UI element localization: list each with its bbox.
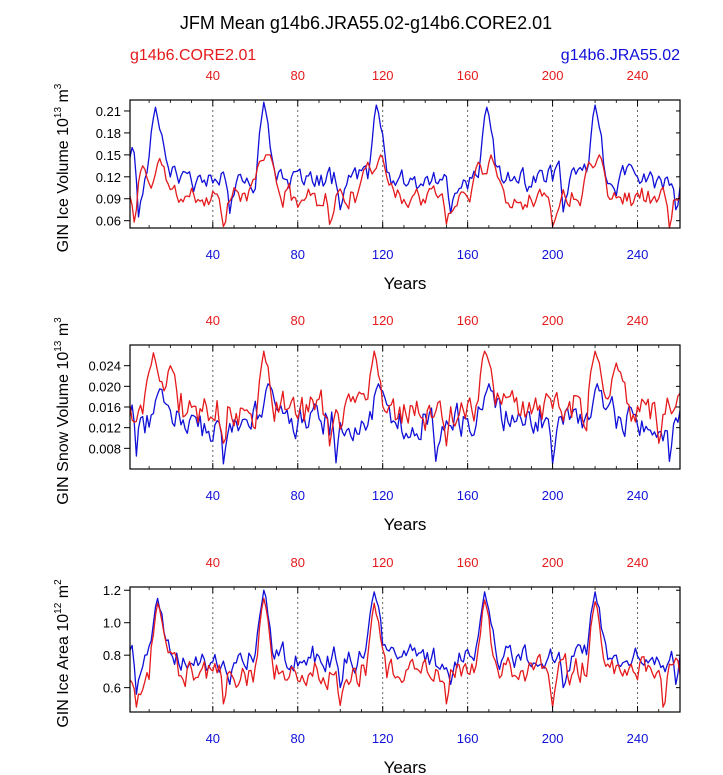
y-tick-label: 0.21 (96, 104, 121, 119)
x-tick-label-top: 200 (542, 555, 564, 570)
x-axis-label: Years (384, 758, 427, 775)
x-tick-label-bottom: 240 (627, 247, 649, 262)
series-line-core2 (129, 350, 681, 447)
series-line-jra55 (129, 383, 681, 465)
series-line-jra55 (129, 589, 681, 695)
x-tick-label-top: 80 (291, 68, 305, 83)
y-axis-label: GIN Snow Volume 1013 m3 (53, 317, 72, 505)
x-tick-label-top: 160 (457, 68, 479, 83)
x-tick-label-top: 120 (372, 555, 394, 570)
x-tick-label-top: 240 (627, 313, 649, 328)
x-tick-label-bottom: 80 (291, 731, 305, 746)
panels: 0.06 0.09 0.12 0.15 0.18 0.21 40 40 80 80 120 120 16… (53, 68, 681, 775)
x-tick-label-top: 160 (457, 313, 479, 328)
x-tick-label-top: 40 (206, 68, 220, 83)
x-tick-label-bottom: 160 (457, 731, 479, 746)
y-tick-label: 0.09 (96, 192, 121, 207)
series-line-core2 (129, 597, 681, 708)
y-tick-label: 0.18 (96, 126, 121, 141)
x-tick-label-bottom: 200 (542, 731, 564, 746)
x-tick-label-top: 160 (457, 555, 479, 570)
y-axis-label: GIN Ice Area 1012 m2 (53, 579, 72, 728)
x-tick-label-bottom: 200 (542, 247, 564, 262)
x-tick-label-top: 40 (206, 555, 220, 570)
x-tick-label-top: 80 (291, 555, 305, 570)
x-axis-label: Years (384, 515, 427, 534)
x-tick-label-top: 240 (627, 68, 649, 83)
y-axis-label: GIN Ice Volume 1013 m3 (53, 83, 72, 252)
x-tick-label-top: 200 (542, 313, 564, 328)
x-tick-label-bottom: 200 (542, 488, 564, 503)
y-tick-label: 0.016 (88, 400, 121, 415)
legend-left-label: g14b6.CORE2.01 (130, 47, 256, 64)
x-tick-label-bottom: 160 (457, 488, 479, 503)
x-tick-label-bottom: 240 (627, 488, 649, 503)
y-tick-label: 0.012 (88, 421, 121, 436)
y-tick-label: 0.008 (88, 441, 121, 456)
y-tick-label: 0.6 (103, 681, 121, 696)
x-tick-label-bottom: 80 (291, 488, 305, 503)
y-tick-label: 0.12 (96, 170, 121, 185)
y-tick-label: 0.06 (96, 214, 121, 229)
panel-1: 0.06 0.09 0.12 0.15 0.18 0.21 40 40 80 80 120 120 16… (53, 68, 681, 293)
y-tick-label: 0.020 (88, 379, 121, 394)
panel-2: 0.008 0.012 0.016 0.020 0.024 40 40 80 80 120 120 1… (53, 313, 681, 534)
x-tick-label-bottom: 40 (206, 247, 220, 262)
x-tick-label-bottom: 120 (372, 731, 394, 746)
x-axis-label: Years (384, 274, 427, 293)
y-tick-label: 0.15 (96, 148, 121, 163)
legend-right-label: g14b6.JRA55.02 (561, 47, 680, 64)
x-tick-label-bottom: 40 (206, 731, 220, 746)
x-tick-label-top: 200 (542, 68, 564, 83)
x-tick-label-top: 120 (372, 68, 394, 83)
x-tick-label-bottom: 160 (457, 247, 479, 262)
x-tick-label-bottom: 120 (372, 247, 394, 262)
y-tick-label: 0.024 (88, 359, 121, 374)
y-tick-label: 1.2 (103, 583, 121, 598)
plot-frame (129, 586, 681, 713)
x-tick-label-bottom: 240 (627, 731, 649, 746)
y-tick-label: 1.0 (103, 616, 121, 631)
chart-title: JFM Mean g14b6.JRA55.02-g14b6.CORE2.01 (180, 13, 552, 33)
y-tick-label: 0.8 (103, 648, 121, 663)
panel-3: 0.6 0.8 1.0 1.2 40 40 80 80 120 120 160 160 200 200 24… (53, 555, 681, 775)
x-tick-label-top: 120 (372, 313, 394, 328)
x-tick-label-top: 40 (206, 313, 220, 328)
x-tick-label-bottom: 40 (206, 488, 220, 503)
x-tick-label-bottom: 120 (372, 488, 394, 503)
x-tick-label-top: 240 (627, 555, 649, 570)
x-tick-label-top: 80 (291, 313, 305, 328)
series-line-core2 (129, 154, 681, 229)
x-tick-label-bottom: 80 (291, 247, 305, 262)
plot-frame (129, 99, 681, 229)
